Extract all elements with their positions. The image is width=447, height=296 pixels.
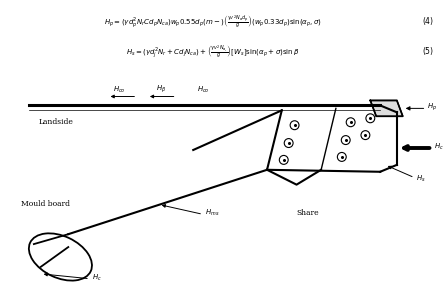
Text: Share: Share [296,209,319,218]
Text: $H_p = (\gamma d_p^2 N_r C d_p N_{ca}) w_p 0.55 d_p (m-)\left(\frac{\gamma v^2 N: $H_p = (\gamma d_p^2 N_r C d_p N_{ca}) w… [104,13,322,30]
Text: $H_c$: $H_c$ [92,273,102,283]
Text: $(5)$: $(5)$ [422,45,434,57]
Text: $H_{\beta}$: $H_{\beta}$ [156,84,166,96]
Text: $(4)$: $(4)$ [422,15,434,27]
Text: $H_{co}$: $H_{co}$ [113,85,126,96]
Text: Mould board: Mould board [21,200,70,207]
Text: $H_{ms}$: $H_{ms}$ [205,208,219,218]
Text: $H_c$: $H_c$ [434,142,444,152]
Polygon shape [370,100,403,116]
Text: $H_s = (\gamma d_j^2 N_r + C d_j N_{ca}) + \left(\frac{\gamma v^2 N_{a_r}}{g}\ri: $H_s = (\gamma d_j^2 N_r + C d_j N_{ca})… [126,43,300,60]
Text: Landside: Landside [39,118,74,126]
Text: $H_{co}$: $H_{co}$ [197,85,210,96]
Text: $H_s$: $H_s$ [416,174,425,184]
Text: $H_p$: $H_p$ [427,102,438,113]
